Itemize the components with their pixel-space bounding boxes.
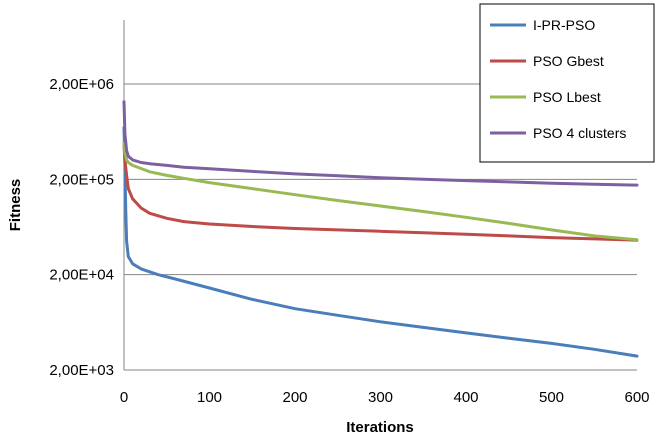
y-tick-label: 2,00E+04: [49, 267, 114, 284]
series-lines: [122, 100, 639, 358]
x-tick-label: 500: [539, 389, 564, 406]
legend: I-PR-PSO PSO Gbest PSO Lbest PSO 4 clusters: [479, 3, 655, 163]
x-tick-labels: 0 100 200 300 400 500 600: [120, 389, 650, 406]
y-tick-label: 2,00E+06: [49, 76, 114, 93]
series-line: [122, 141, 639, 242]
legend-label: I-PR-PSO: [533, 17, 595, 33]
x-tick-label: 200: [282, 389, 307, 406]
series-line: [122, 100, 639, 187]
legend-box: [479, 3, 655, 163]
series-line: [122, 126, 639, 358]
x-tick-label: 300: [368, 389, 393, 406]
series-line: [122, 144, 639, 242]
x-axis-title: Iterations: [346, 419, 414, 436]
x-tick-label: 100: [197, 389, 222, 406]
y-tick-label: 2,00E+05: [49, 171, 114, 188]
y-tick-labels: 2,00E+03 2,00E+04 2,00E+05 2,00E+06: [49, 76, 114, 379]
x-tick-label: 400: [453, 389, 478, 406]
x-tick-label: 0: [120, 389, 128, 406]
legend-label: PSO Lbest: [533, 89, 601, 105]
x-tick-label: 600: [624, 389, 649, 406]
y-axis-title: Fitness: [7, 179, 24, 232]
y-tick-label: 2,00E+03: [49, 362, 114, 379]
legend-label: PSO Gbest: [533, 53, 604, 69]
legend-label: PSO 4 clusters: [533, 125, 626, 141]
